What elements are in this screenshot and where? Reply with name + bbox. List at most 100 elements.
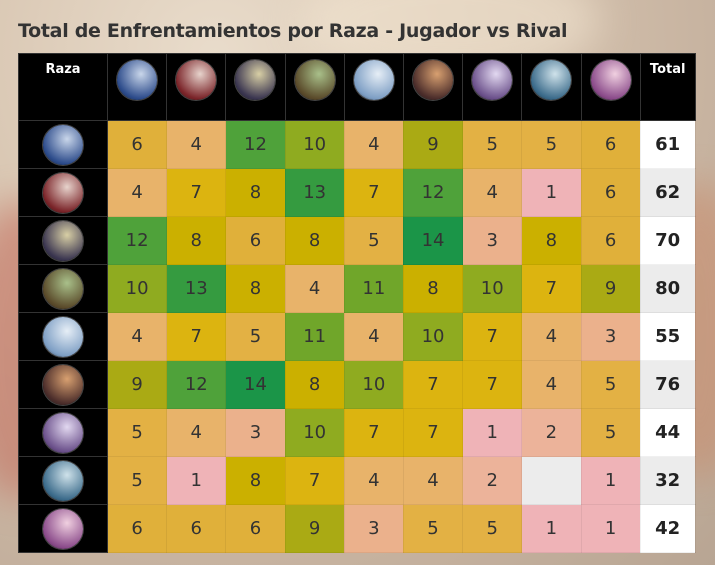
heatmap-cell: 8 (166, 216, 227, 265)
heatmap-cell: 1 (521, 168, 582, 217)
table-row: 5 1 8 7 4 4 2 1 32 (18, 456, 696, 505)
heatmap-cell: 1 (166, 456, 227, 505)
table-row: 6 6 6 9 3 5 5 1 1 42 (18, 504, 696, 553)
header-race-column (284, 53, 345, 121)
heatmap-cell: 12 (402, 168, 464, 217)
race-avatar-icon (43, 364, 83, 405)
heatmap-cell: 7 (462, 312, 523, 361)
heatmap-cell: 1 (580, 456, 641, 505)
row-total-cell: 44 (639, 408, 696, 457)
heatmap-cell: 7 (284, 456, 345, 505)
heatmap-cell: 11 (343, 264, 404, 313)
heatmap-cell: 3 (225, 408, 286, 457)
row-total-cell: 55 (639, 312, 696, 361)
race-avatar-icon (176, 60, 217, 100)
row-total-cell: 76 (639, 360, 696, 409)
heatmap-cell: 14 (402, 216, 464, 265)
header-race-column (106, 53, 168, 121)
race-avatar-icon (43, 412, 83, 453)
race-avatar-icon (43, 508, 83, 549)
heatmap-cell: 5 (343, 216, 404, 265)
heatmap-cell: 5 (580, 408, 641, 457)
heatmap-cell: 10 (462, 264, 523, 313)
race-avatar-icon (294, 60, 335, 100)
race-avatar-icon (531, 60, 572, 100)
row-total-cell: 61 (639, 120, 696, 169)
row-race-header (18, 264, 108, 313)
heatmap-cell: 5 (402, 504, 464, 553)
header-race-column (580, 53, 641, 121)
heatmap-cell: 7 (462, 360, 523, 409)
heatmap-cell: 6 (580, 168, 641, 217)
race-avatar-icon (590, 60, 631, 100)
heatmap-cell: 4 (402, 456, 464, 505)
race-avatar-icon (353, 60, 394, 100)
row-total-cell: 32 (639, 456, 696, 505)
heatmap-cell: 8 (402, 264, 464, 313)
heatmap-cell: 3 (580, 312, 641, 361)
row-total-cell: 80 (639, 264, 696, 313)
heatmap-cell: 4 (343, 120, 404, 169)
header-row: Raza Total (18, 53, 696, 121)
race-avatar-icon (43, 220, 83, 261)
row-total-cell: 70 (639, 216, 696, 265)
heatmap-cell: 4 (343, 456, 404, 505)
row-race-header (18, 360, 108, 409)
race-avatar-icon (43, 268, 83, 309)
heatmap-cell (521, 456, 582, 505)
row-race-header (18, 120, 108, 169)
heatmap-cell: 8 (225, 168, 286, 217)
heatmap-cell: 8 (225, 456, 286, 505)
heatmap-cell: 7 (521, 264, 582, 313)
heatmap-cell: 6 (106, 120, 168, 169)
heatmap-cell: 7 (343, 408, 404, 457)
heatmap-cell: 8 (225, 264, 286, 313)
heatmap-cell: 7 (343, 168, 404, 217)
race-avatar-icon (472, 60, 513, 100)
race-avatar-icon (43, 316, 83, 357)
heatmap-cell: 6 (225, 216, 286, 265)
header-raza: Raza (18, 53, 108, 121)
race-avatar-icon (413, 60, 454, 100)
heatmap-cell: 9 (284, 504, 345, 553)
heatmap-cell: 4 (284, 264, 345, 313)
heatmap-cell: 12 (166, 360, 227, 409)
header-race-column (225, 53, 286, 121)
heatmap-cell: 9 (402, 120, 464, 169)
heatmap-cell: 11 (284, 312, 345, 361)
heatmap-cell: 5 (225, 312, 286, 361)
heatmap-cell: 4 (521, 360, 582, 409)
header-race-column (166, 53, 227, 121)
table-row: 4 7 5 11 4 10 7 4 3 55 (18, 312, 696, 361)
table-row: 9 12 14 8 10 7 7 4 5 76 (18, 360, 696, 409)
heatmap-cell: 7 (166, 312, 227, 361)
heatmap-cell: 5 (580, 360, 641, 409)
heatmap-cell: 13 (284, 168, 345, 217)
heatmap-cell: 8 (521, 216, 582, 265)
chart-title: Total de Enfrentamientos por Raza - Juga… (18, 20, 568, 42)
heatmap-cell: 6 (580, 120, 641, 169)
heatmap-cell: 4 (106, 168, 168, 217)
header-total: Total (639, 53, 696, 121)
header-race-column (402, 53, 464, 121)
heatmap-cell: 9 (580, 264, 641, 313)
heatmap-cell: 10 (402, 312, 464, 361)
row-race-header (18, 312, 108, 361)
race-avatar-icon (43, 124, 83, 165)
heatmap-cell: 4 (343, 312, 404, 361)
table-row: 5 4 3 10 7 7 1 2 5 44 (18, 408, 696, 457)
heatmap-cell: 8 (284, 216, 345, 265)
heatmap-cell: 6 (166, 504, 227, 553)
table-row: 6 4 12 10 4 9 5 5 6 61 (18, 120, 696, 169)
heatmap-cell: 10 (343, 360, 404, 409)
heatmap-cell: 7 (166, 168, 227, 217)
heatmap-cell: 6 (106, 504, 168, 553)
table-row: 4 7 8 13 7 12 4 1 6 62 (18, 168, 696, 217)
table-row: 12 8 6 8 5 14 3 8 6 70 (18, 216, 696, 265)
heatmap-cell: 10 (106, 264, 168, 313)
heatmap-cell: 14 (225, 360, 286, 409)
heatmap-cell: 5 (521, 120, 582, 169)
heatmap-cell: 5 (462, 120, 523, 169)
row-race-header (18, 168, 108, 217)
table-row: 10 13 8 4 11 8 10 7 9 80 (18, 264, 696, 313)
